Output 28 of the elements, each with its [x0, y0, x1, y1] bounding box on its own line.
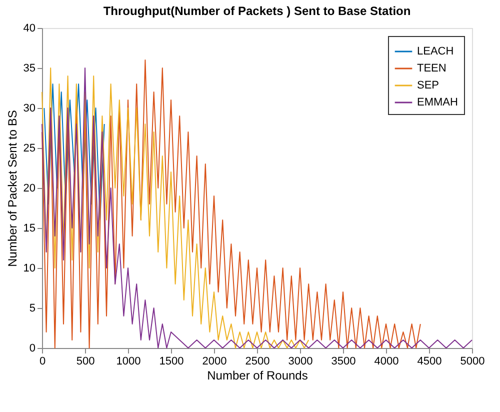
legend-label: TEEN	[417, 62, 446, 74]
x-tick-label: 3500	[331, 356, 356, 368]
x-tick-label: 5000	[460, 356, 485, 368]
y-tick-label: 25	[23, 142, 36, 154]
legend-label: EMMAH	[417, 96, 458, 108]
y-axis-title: Number of Packet Sent to BS	[5, 110, 20, 267]
y-tick-label: 30	[23, 102, 36, 114]
x-tick-label: 2000	[202, 356, 227, 368]
chart-title: Throughput(Number of Packets ) Sent to Base Station	[103, 4, 411, 18]
x-tick-label: 1000	[116, 356, 141, 368]
x-tick-label: 0	[39, 356, 46, 368]
x-tick-label: 4000	[374, 356, 399, 368]
y-tick-label: 10	[23, 262, 36, 274]
y-tick-label: 35	[23, 62, 36, 74]
x-tick-label: 500	[76, 356, 95, 368]
x-tick-label: 2500	[245, 356, 270, 368]
x-tick-label: 3000	[288, 356, 313, 368]
x-tick-label: 4500	[417, 356, 442, 368]
y-tick-label: 15	[23, 222, 36, 234]
legend-label: LEACH	[417, 46, 454, 58]
y-tick-label: 5	[29, 302, 36, 314]
legend-label: SEP	[417, 80, 440, 92]
x-axis-title: Number of Rounds	[207, 368, 308, 382]
y-tick-label: 40	[23, 22, 36, 34]
y-tick-label: 20	[23, 182, 36, 194]
y-tick-label: 0	[29, 342, 36, 354]
x-tick-label: 1500	[159, 356, 184, 368]
line-series	[42, 68, 310, 348]
